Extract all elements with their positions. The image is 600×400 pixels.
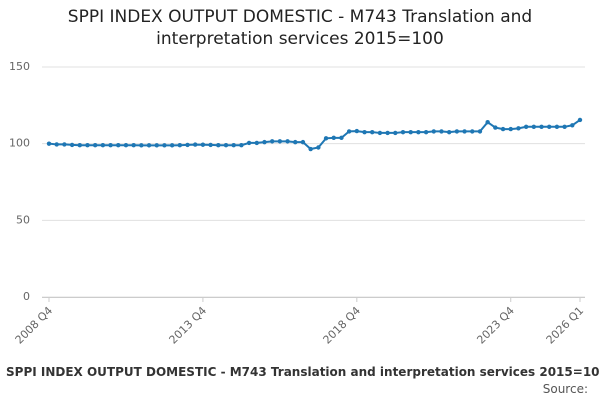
point [162, 143, 167, 148]
point [77, 143, 82, 148]
point [223, 143, 229, 148]
point [200, 142, 206, 147]
point [446, 129, 452, 135]
point [562, 124, 567, 129]
point [239, 143, 244, 148]
line [48, 119, 581, 151]
point [293, 139, 298, 145]
point [269, 139, 275, 144]
point [454, 129, 460, 134]
point [485, 120, 490, 125]
point [92, 143, 98, 148]
point [146, 143, 152, 148]
point [246, 140, 252, 146]
point [139, 143, 144, 148]
point [339, 135, 344, 141]
point [393, 130, 398, 136]
point [346, 129, 352, 134]
chart-title: SPPI INDEX OUTPUT DOMESTIC - M743 Transl… [67, 7, 533, 49]
point [508, 126, 513, 132]
point [277, 139, 283, 144]
point [108, 143, 113, 148]
point [100, 143, 106, 148]
point [216, 143, 221, 148]
point [431, 129, 436, 134]
point [62, 142, 67, 147]
point [300, 139, 306, 145]
point [116, 143, 121, 148]
point [531, 124, 537, 129]
point [331, 135, 336, 141]
point [400, 129, 406, 135]
point [131, 143, 136, 148]
point [577, 117, 583, 123]
point [439, 129, 444, 134]
point [316, 145, 321, 150]
point [46, 141, 52, 146]
point [423, 129, 429, 135]
point [493, 125, 498, 130]
point [477, 129, 483, 134]
source: Source: [542, 382, 588, 396]
point [354, 128, 360, 134]
point [462, 129, 467, 134]
point [500, 126, 506, 132]
point [231, 143, 236, 148]
point [85, 143, 90, 148]
point [54, 142, 59, 147]
point [285, 139, 290, 144]
point [523, 124, 529, 129]
point [416, 129, 421, 135]
point [193, 142, 198, 147]
point [308, 146, 313, 152]
x-tick-label: 2018 Q4 [321, 304, 364, 347]
point [169, 143, 175, 148]
y-tick-label: 0 [23, 290, 30, 303]
y-tick-label: 100 [9, 137, 30, 150]
point [554, 124, 560, 129]
x-tick-label: 2026 Q1 [544, 304, 587, 347]
point [385, 130, 390, 136]
point [123, 143, 129, 148]
y-tick-label: 50 [16, 213, 30, 226]
y-tick-label: 150 [9, 60, 30, 73]
point [570, 123, 575, 128]
x-tick-label: 2008 Q4 [13, 304, 56, 347]
footer: SPPI INDEX OUTPUT DOMESTIC - M743 Transl… [6, 365, 600, 379]
point [370, 129, 375, 135]
point [254, 140, 259, 146]
x-tick-label: 2023 Q4 [474, 304, 517, 347]
point [408, 129, 413, 135]
point [539, 124, 544, 129]
x-tick-label: 2013 Q4 [167, 304, 210, 347]
point [516, 126, 521, 131]
point [177, 143, 183, 148]
point [69, 142, 75, 148]
point [154, 143, 159, 148]
point [185, 142, 190, 148]
point [547, 124, 552, 129]
point [377, 130, 383, 136]
point [262, 139, 267, 145]
point [208, 142, 213, 148]
point [362, 129, 367, 135]
point [470, 129, 475, 134]
point [323, 136, 329, 141]
